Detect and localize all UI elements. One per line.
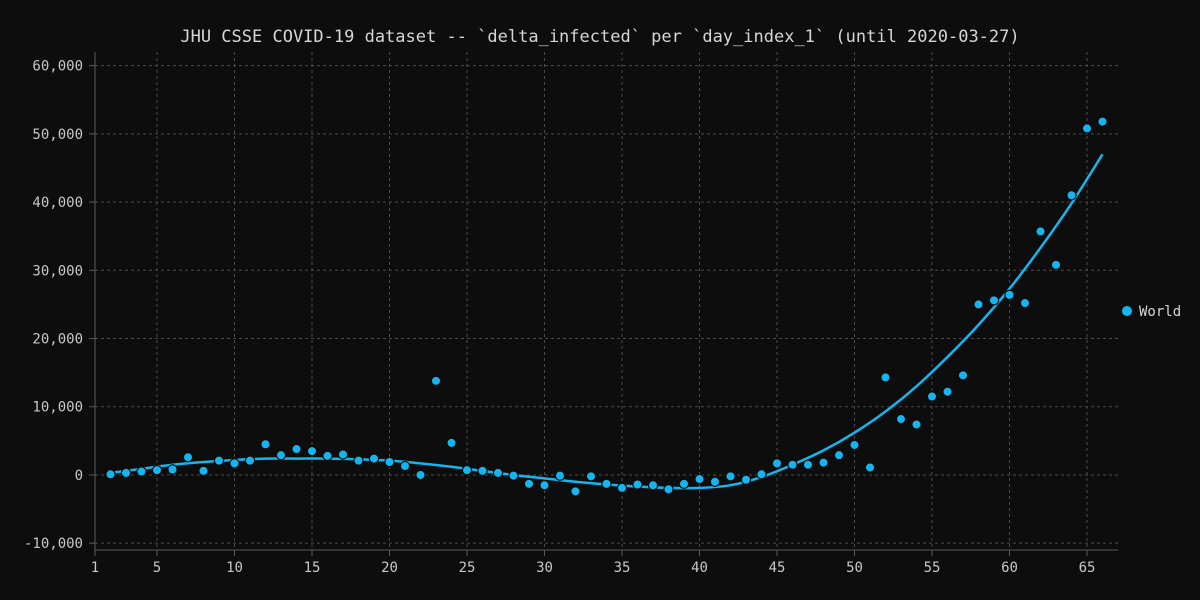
data-point[interactable]	[492, 467, 504, 479]
data-point[interactable]	[911, 419, 922, 430]
data-point[interactable]	[957, 370, 969, 381]
x-tick-label: 65	[1079, 560, 1096, 576]
data-point[interactable]	[554, 470, 566, 481]
data-point[interactable]	[213, 455, 225, 466]
data-point[interactable]	[709, 476, 721, 487]
y-tick-label: 10,000	[32, 400, 83, 416]
data-point[interactable]	[1035, 226, 1046, 237]
x-tick-label: 25	[459, 560, 476, 576]
data-point[interactable]	[678, 478, 690, 490]
data-point[interactable]	[849, 439, 860, 451]
data-point[interactable]	[926, 391, 938, 402]
data-point[interactable]	[1050, 259, 1062, 271]
x-tick-label: 10	[226, 560, 243, 576]
data-point[interactable]	[275, 449, 287, 461]
data-point[interactable]	[368, 453, 380, 464]
data-point[interactable]	[430, 375, 442, 387]
data-point[interactable]	[337, 449, 349, 460]
data-point[interactable]	[647, 479, 659, 491]
y-tick-label: 0	[75, 468, 83, 484]
data-point[interactable]	[694, 473, 705, 485]
data-point[interactable]	[787, 459, 798, 470]
data-point[interactable]	[864, 462, 876, 473]
y-tick-label: 50,000	[32, 127, 83, 143]
data-point[interactable]	[260, 439, 271, 450]
data-point[interactable]	[105, 469, 116, 480]
data-point[interactable]	[988, 295, 1000, 306]
data-point[interactable]	[229, 458, 240, 469]
data-point[interactable]	[446, 437, 457, 449]
data-point[interactable]	[570, 486, 581, 497]
data-point[interactable]	[616, 482, 628, 494]
data-point[interactable]	[120, 467, 132, 479]
data-point[interactable]	[818, 457, 829, 468]
x-tick-label: 45	[769, 560, 786, 576]
data-point[interactable]	[740, 474, 752, 485]
data-point[interactable]	[895, 413, 907, 425]
x-tick-label: 35	[614, 560, 631, 576]
data-point[interactable]	[384, 456, 395, 468]
data-point[interactable]	[663, 484, 674, 495]
data-point[interactable]	[632, 479, 643, 490]
legend-label: World	[1139, 304, 1181, 320]
y-tick-label: 60,000	[32, 59, 83, 75]
data-point[interactable]	[1004, 289, 1015, 301]
x-tick-label: 1	[91, 560, 99, 576]
trend-line	[110, 153, 1104, 490]
data-point[interactable]	[1066, 190, 1077, 201]
x-tick-label: 50	[846, 560, 863, 576]
y-tick-label: -10,000	[24, 536, 83, 552]
data-point[interactable]	[833, 449, 845, 461]
data-point[interactable]	[198, 465, 209, 477]
x-tick-label: 40	[691, 560, 708, 576]
data-point[interactable]	[322, 450, 333, 462]
data-point[interactable]	[942, 386, 953, 397]
trend-line-group	[110, 153, 1104, 490]
data-point[interactable]	[167, 464, 178, 475]
chart-title: JHU CSSE COVID-19 dataset -- `delta_infe…	[180, 27, 1019, 47]
data-point[interactable]	[244, 455, 256, 466]
data-point[interactable]	[353, 455, 364, 466]
data-point[interactable]	[523, 478, 535, 490]
data-point[interactable]	[539, 479, 550, 491]
grid	[94, 52, 1118, 550]
y-tick-label: 30,000	[32, 263, 83, 279]
data-point[interactable]	[1081, 123, 1093, 134]
data-point[interactable]	[291, 443, 302, 455]
x-tick-label: 20	[381, 560, 398, 576]
x-tick-label: 15	[304, 560, 321, 576]
data-point[interactable]	[802, 459, 814, 470]
data-point[interactable]	[771, 458, 783, 469]
data-point[interactable]	[461, 464, 473, 476]
x-tick-label: 55	[924, 560, 941, 576]
x-tick-label: 5	[153, 560, 161, 576]
y-tick-label: 40,000	[32, 195, 83, 211]
x-tick-label: 30	[536, 560, 553, 576]
data-point[interactable]	[1097, 116, 1108, 127]
legend[interactable]: World	[1122, 304, 1181, 320]
data-point[interactable]	[973, 299, 984, 310]
data-point[interactable]	[136, 466, 147, 477]
data-point[interactable]	[1019, 297, 1031, 309]
data-point[interactable]	[182, 452, 194, 463]
x-tick-label: 60	[1001, 560, 1018, 576]
data-point[interactable]	[399, 460, 411, 472]
data-point[interactable]	[756, 469, 767, 480]
legend-marker	[1122, 306, 1132, 316]
y-tick-label: 20,000	[32, 332, 83, 348]
data-point[interactable]	[415, 469, 426, 481]
data-point[interactable]	[725, 471, 736, 482]
data-point[interactable]	[477, 465, 488, 477]
data-point[interactable]	[306, 445, 318, 457]
data-point[interactable]	[601, 478, 612, 490]
axes: -10,000 0 10,000 20,000 30,000 40,000 50,000 60…	[24, 52, 1118, 576]
data-point[interactable]	[151, 464, 163, 476]
data-point[interactable]	[585, 471, 597, 482]
data-point[interactable]	[508, 470, 519, 481]
data-point[interactable]	[880, 372, 891, 383]
data-points	[105, 116, 1108, 497]
